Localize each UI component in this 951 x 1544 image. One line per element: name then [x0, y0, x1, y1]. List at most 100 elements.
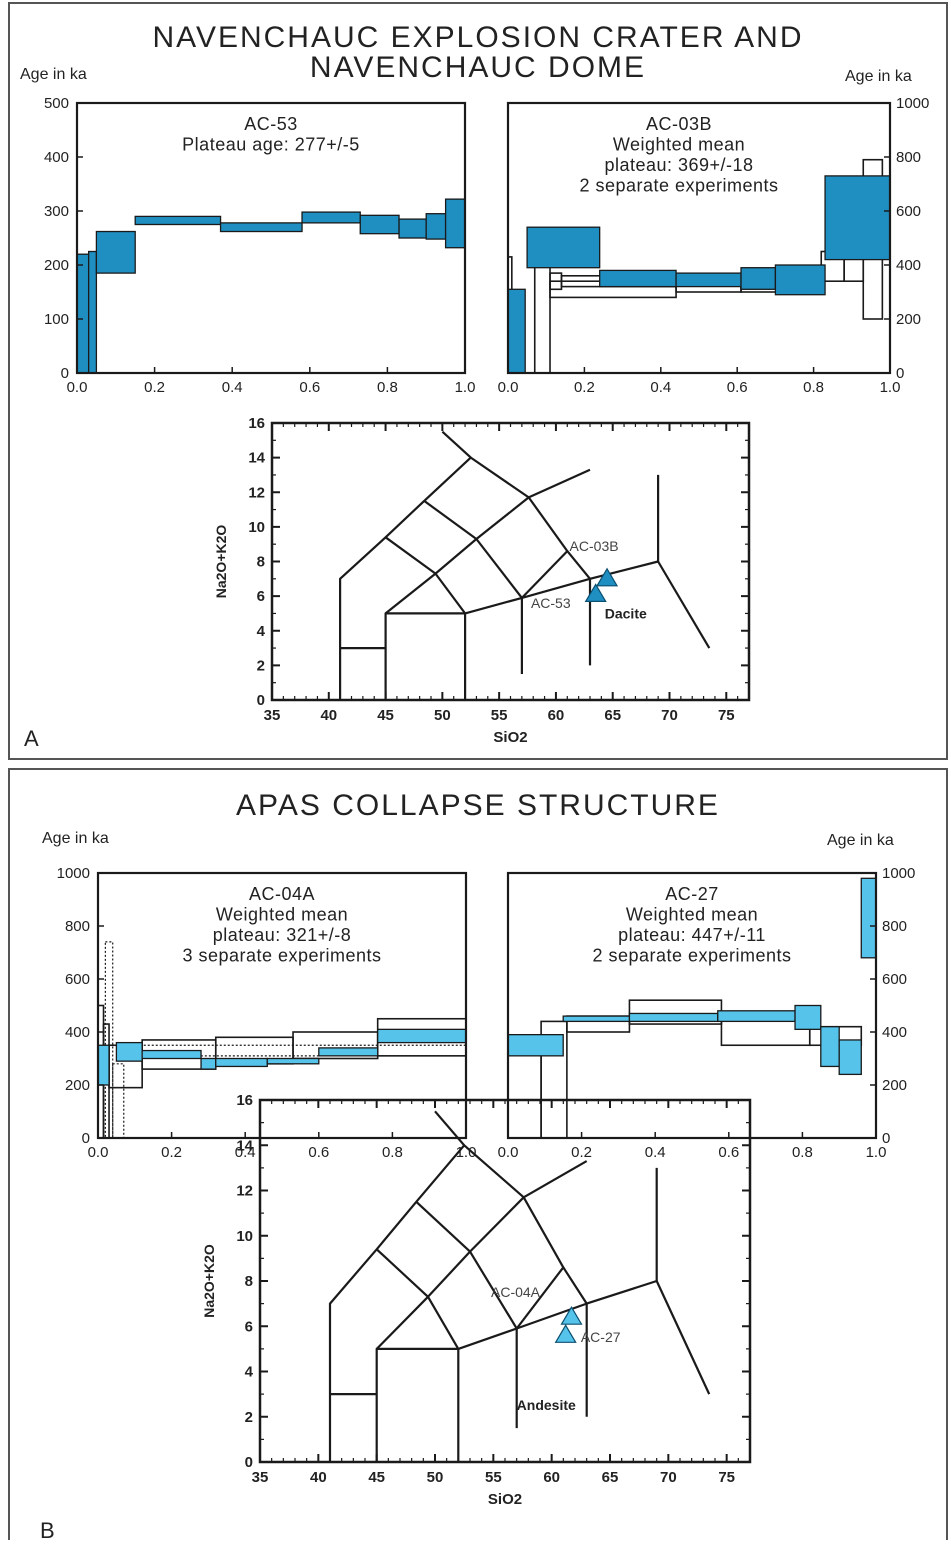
c2-x-tick-label-5: 60: [548, 707, 565, 724]
c4-step-5: [820, 1026, 840, 1068]
c3-annotation-line-0: AC-04A: [249, 884, 315, 904]
c0-frame: [75, 101, 467, 375]
c0-x-tick-label-0: 0.0: [67, 379, 88, 396]
c1-x-tick-label-2: 0.4: [650, 379, 671, 396]
c4-step-0: [507, 1034, 564, 1057]
c5-y-tick-label-8: 16: [236, 1092, 253, 1109]
c5-y-tick-label-5: 10: [236, 1228, 253, 1245]
c5-field-boundary-2: [375, 1302, 588, 1462]
c1-annotation-line-3: 2 separate experiments: [579, 176, 778, 196]
c2-y-tick-label-0: 0: [257, 692, 265, 709]
c3-y-tick-label-2: 400: [65, 1024, 90, 1041]
c5-field-boundary-11: [434, 1110, 466, 1147]
c0-step-2: [95, 230, 136, 274]
c1-x-tick-label-4: 0.8: [803, 379, 824, 396]
c0-x-tick-label-3: 0.6: [299, 379, 320, 396]
c5-field-label: Andesite: [517, 1397, 576, 1413]
c2-field-boundary-10: [521, 550, 569, 599]
c3-y-tick-label-5: 1000: [57, 865, 90, 882]
c5-x-tick-label-4: 55: [485, 1469, 502, 1486]
c1-y-tick-label-4: 800: [896, 149, 921, 166]
c3-y-tick-label-4: 800: [65, 918, 90, 935]
c5-y-tick-label-3: 6: [245, 1318, 253, 1335]
c5-field-boundary-8: [427, 1250, 471, 1298]
c4-y-tick-label-0: 0: [882, 1130, 890, 1147]
c4-annotation-line-1: Weighted mean: [626, 905, 758, 925]
c4-step-2: [628, 1012, 719, 1023]
c5-x-tick-label-2: 45: [368, 1469, 385, 1486]
c3-annotation-line-1: Weighted mean: [216, 905, 348, 925]
c4-step-6: [838, 1039, 862, 1076]
c3-step-3: [200, 1057, 217, 1070]
c3-y-tick-label-0: 0: [82, 1130, 90, 1147]
c2-x-tick-label-4: 55: [491, 707, 508, 724]
c2-x-tick-label-0: 35: [264, 707, 281, 724]
c5-point-label-1: AC-27: [581, 1329, 621, 1345]
c4-y-tick-label-2: 400: [882, 1024, 907, 1041]
c2-y-tick-label-1: 2: [257, 657, 265, 674]
c0-step-3: [134, 215, 222, 226]
c4-x-tick-label-4: 0.8: [792, 1144, 813, 1161]
c3-x-tick-label-1: 0.2: [161, 1144, 182, 1161]
c5-field-boundary-7: [375, 1296, 429, 1350]
c1-annotation-line-2: plateau: 369+/-18: [604, 155, 753, 175]
c4-y-tick-label-5: 1000: [882, 865, 915, 882]
c4-step-7: [860, 877, 877, 959]
c5-point-label-0: AC-04A: [491, 1284, 541, 1300]
panel-a-title-line1: NAVENCHAUC EXPLOSION CRATER AND: [152, 21, 804, 54]
c4-step-1: [562, 1015, 631, 1023]
c4-annotation-line-2: plateau: 447+/-11: [618, 925, 766, 945]
c5-y-tick-label-0: 0: [245, 1454, 253, 1471]
c0-annotation-line-1: Plateau age: 277+/-5: [182, 135, 360, 155]
panel-b: APAS COLLAPSE STRUCTURE Age in ka Age in…: [8, 768, 948, 1543]
c2-y-tick-label-6: 12: [248, 484, 265, 501]
c2-point-0: [595, 567, 619, 587]
panel-a-age-label-left: Age in ka: [20, 66, 87, 83]
c1-step-1: [526, 226, 601, 269]
c2-field-boundary-8: [434, 538, 478, 575]
c1-y-tick-label-1: 200: [896, 311, 921, 328]
c1-y-tick-label-0: 0: [896, 365, 904, 382]
c2-y-axis-label: Na2O+K2O: [213, 525, 229, 599]
c4-annotation-line-3: 2 separate experiments: [592, 946, 791, 966]
c2-field-boundary-3: [384, 536, 467, 700]
c5-point-0: [560, 1306, 583, 1325]
c4-x-tick-label-5: 1.0: [866, 1144, 887, 1161]
c5-field-boundary-0: [328, 1144, 658, 1462]
c1-y-tick-label-2: 400: [896, 257, 921, 274]
c0-step-1: [87, 250, 98, 374]
c2-y-tick-label-8: 16: [248, 415, 265, 432]
c5-field-boundary-3: [375, 1248, 460, 1462]
c4-x-tick-label-1: 0.2: [571, 1144, 592, 1161]
c2-point-label-0: AC-03B: [570, 538, 619, 554]
c2-y-tick-label-2: 4: [257, 623, 266, 640]
c4-y-tick-label-3: 600: [882, 971, 907, 988]
c0-y-tick-label-5: 500: [44, 95, 69, 112]
c3-step-1: [115, 1041, 143, 1062]
c5-y-tick-label-6: 12: [236, 1183, 253, 1200]
panel-b-age-label-right: Age in ka: [827, 832, 894, 849]
c3-x-tick-label-2: 0.4: [235, 1144, 256, 1161]
c5-x-tick-label-8: 75: [718, 1469, 735, 1486]
c4-step-3: [717, 1010, 796, 1023]
c4-x-tick-label-3: 0.6: [718, 1144, 739, 1161]
c0-step-5: [301, 211, 361, 224]
c3-x-tick-label-3: 0.6: [308, 1144, 329, 1161]
c0-step-6: [359, 214, 400, 235]
panel-a-title-line2: NAVENCHAUC DOME: [309, 51, 647, 84]
c0-step-0: [76, 253, 90, 374]
c3-step-5: [266, 1057, 320, 1065]
c1-step-0: [507, 288, 526, 374]
panel-a-age-label-right: Age in ka: [845, 68, 912, 85]
c2-point-label-1: AC-53: [531, 595, 571, 611]
c1-step-5: [774, 264, 826, 296]
c0-y-tick-label-4: 400: [44, 149, 69, 166]
c3-x-tick-label-4: 0.8: [382, 1144, 403, 1161]
c5-field-boundary-6: [655, 1280, 711, 1395]
c2-x-tick-label-3: 50: [434, 707, 451, 724]
c2-field-boundary-7: [384, 572, 437, 615]
c2-x-axis-label: SiO2: [493, 729, 527, 746]
c5-y-tick-label-7: 14: [236, 1137, 253, 1154]
c0-step-7: [398, 218, 427, 239]
